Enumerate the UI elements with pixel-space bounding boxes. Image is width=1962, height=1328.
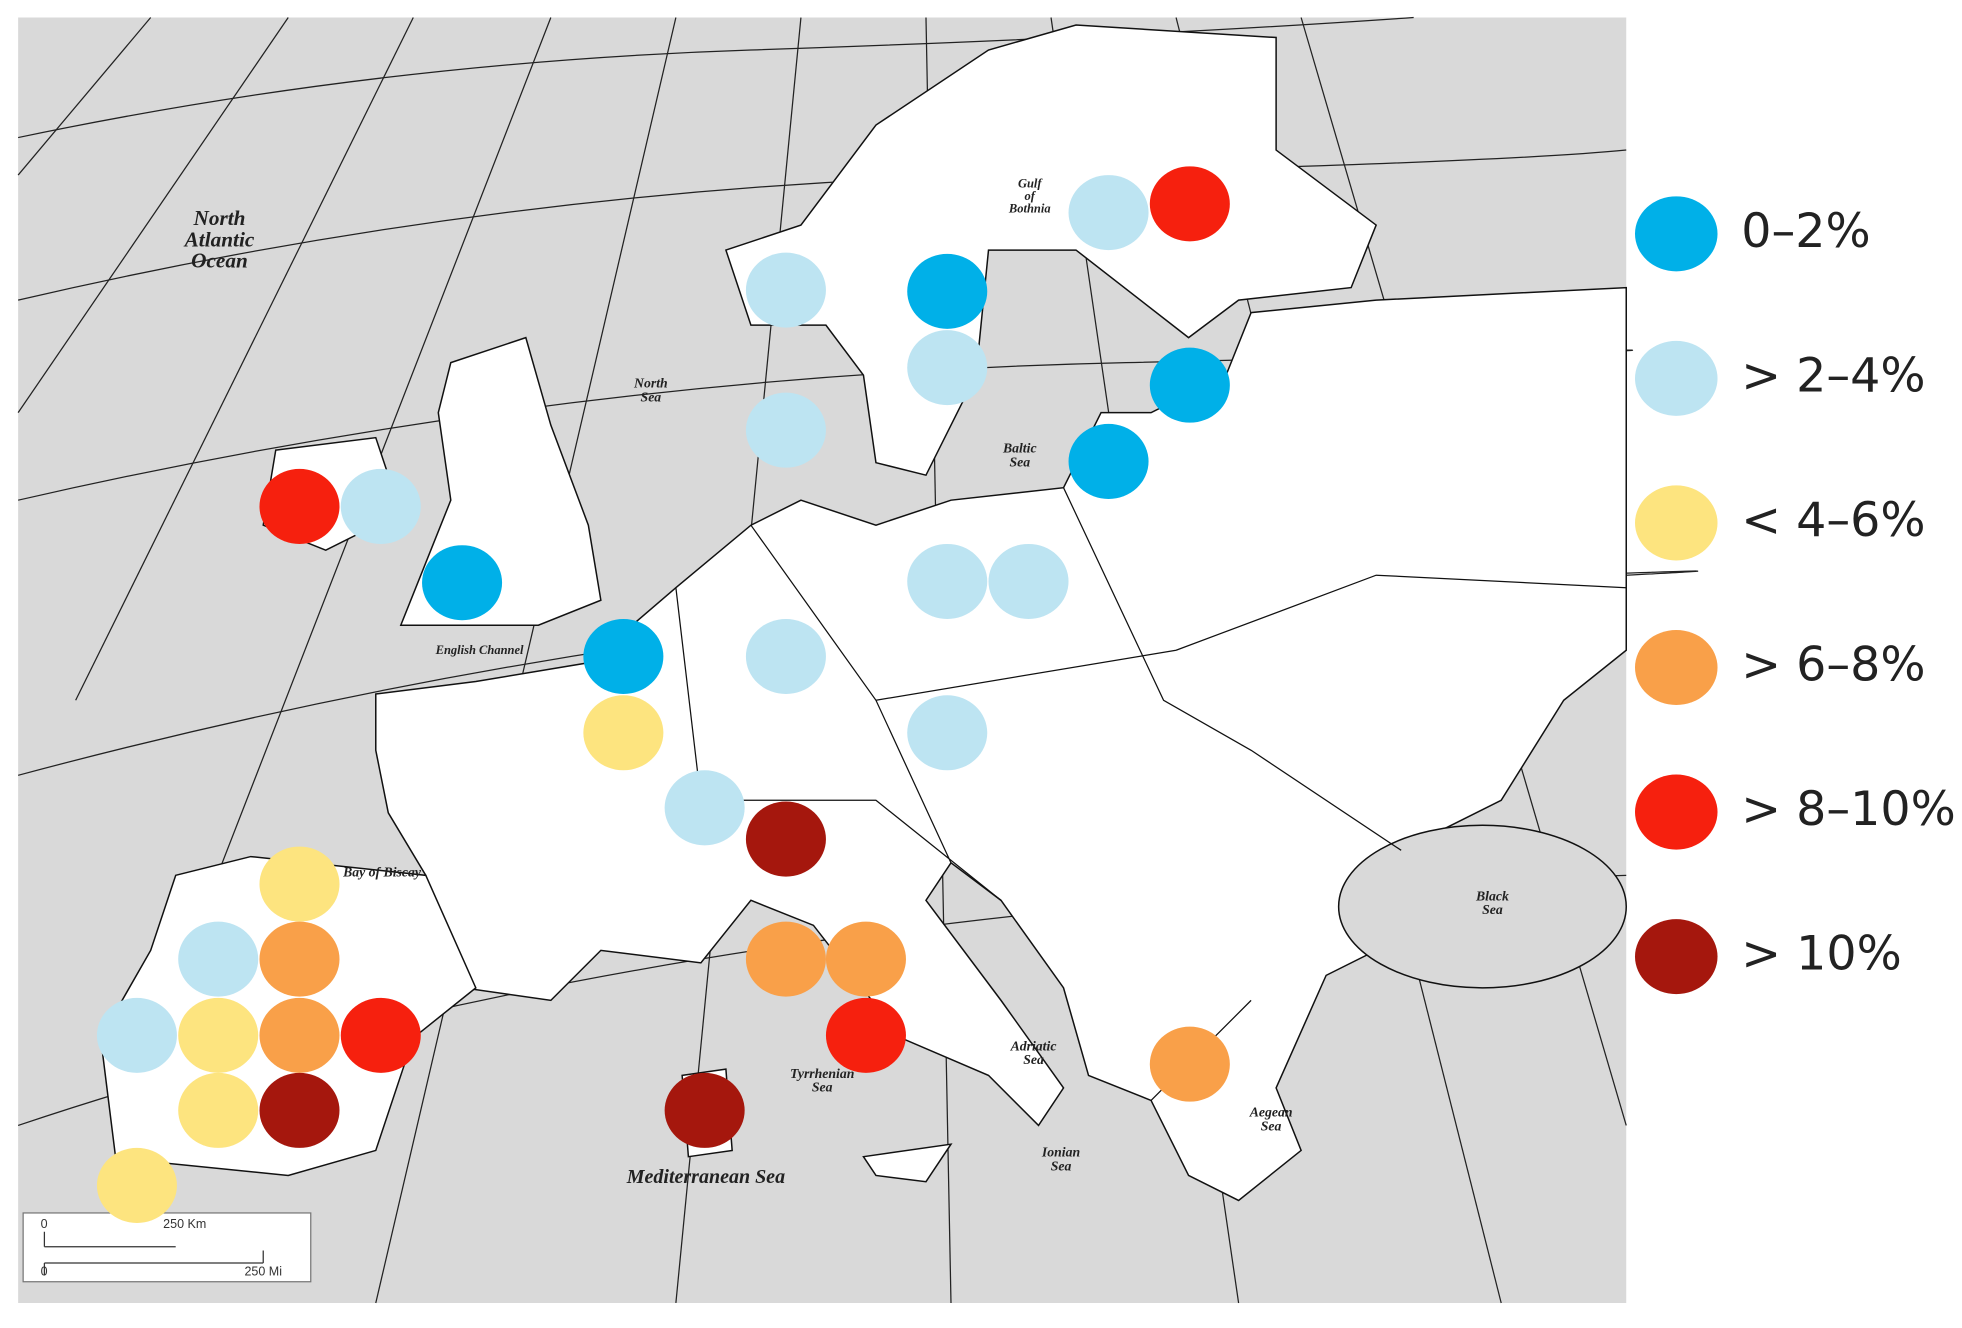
sea-label: Aegean [1249,1105,1293,1120]
sea-label: Gulf [1018,177,1043,191]
marker [583,695,664,771]
marker [988,543,1069,619]
sea-label: of [1025,189,1037,203]
marker [1149,166,1230,242]
sea-label: Sea [1009,454,1030,469]
legend-swatch [1634,774,1718,850]
marker [1149,347,1230,423]
sea-label: Sea [1261,1118,1282,1133]
sea-label: North [633,376,668,391]
legend-label: > 8–10% [1741,782,1955,837]
legend-swatch [1634,629,1718,706]
marker [1068,175,1149,251]
marker [422,545,503,621]
marker [825,997,906,1073]
sea-label: Sea [812,1080,833,1095]
marker [340,997,421,1073]
marker [825,921,906,997]
legend-label: > 6–8% [1741,638,1925,693]
marker [907,253,988,329]
marker [259,846,340,922]
scale-bar: 0 250 Km 0 250 Mi [22,1212,312,1283]
scale-label: 250 Km [163,1217,206,1231]
sea-label: Atlantic [183,227,255,251]
marker [745,921,826,997]
marker [259,921,340,997]
marker [96,1147,177,1223]
marker [907,695,988,771]
marker [178,921,259,997]
legend-swatch [1634,919,1718,995]
marker [907,543,988,619]
legend-swatch [1634,340,1718,416]
sea-label: English Channel [435,643,524,657]
sea-label: Bothnia [1008,202,1051,216]
marker [1068,423,1149,499]
sea-label: Sea [641,389,662,404]
legend-swatch [1634,485,1718,561]
sea-label: Ocean [191,249,248,273]
marker [178,1072,259,1148]
sea-label: Black [1475,888,1509,903]
legend-label: > 10% [1741,927,1901,982]
sea-label: Mediterranean Sea [626,1166,785,1188]
marker [907,330,988,406]
marker [96,997,177,1073]
sea-label: Sea [1482,902,1503,917]
marker [664,1072,745,1148]
legend-label: < 4–6% [1741,493,1925,548]
marker [1149,1026,1230,1102]
legend-label: 0–2% [1741,204,1870,259]
legend-swatch [1634,196,1718,272]
sea-label: Tyrrhenian [790,1066,854,1081]
sea-label: Adriatic [1010,1038,1057,1053]
marker [259,1072,340,1148]
marker [178,997,259,1073]
marker [745,392,826,468]
sea-label: Baltic [1002,441,1037,456]
marker [664,770,745,846]
sea-label: Ionian [1041,1145,1080,1160]
sea-label: Sea [1023,1052,1044,1067]
scale-label: 0 [41,1264,48,1278]
marker [259,468,340,544]
sea-label: North [192,206,245,230]
scale-label: 250 Mi [244,1264,282,1278]
marker [745,252,826,328]
sea-label: Sea [1051,1158,1072,1173]
marker [745,618,826,695]
marker [340,468,421,544]
sea-label: Bay of Biscay [342,865,422,880]
marker [583,618,664,695]
marker [259,997,340,1073]
scale-label: 0 [41,1217,48,1231]
legend-label: > 2–4% [1741,348,1925,403]
marker [745,801,826,877]
